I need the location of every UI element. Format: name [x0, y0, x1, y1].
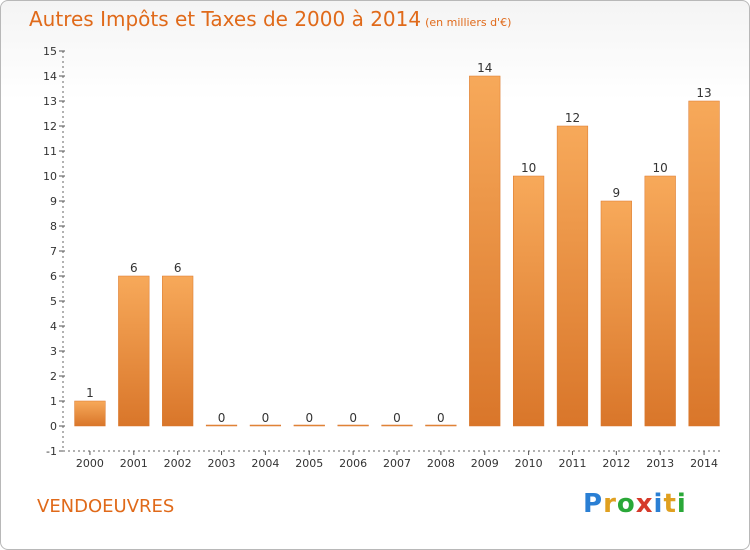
- bar: [512, 175, 545, 427]
- x-tick-label: 2001: [120, 457, 148, 470]
- y-tick-label: 9: [50, 195, 57, 208]
- logo-letter: t: [663, 489, 677, 519]
- bar: [118, 275, 150, 427]
- bar: [425, 424, 457, 427]
- x-tick-label: 2010: [515, 457, 543, 470]
- y-tick-label: 8: [50, 220, 57, 233]
- x-tick-label: 2003: [208, 457, 236, 470]
- y-tick-label: 10: [43, 170, 57, 183]
- data-label: 13: [696, 86, 711, 100]
- logo-letter: r: [603, 489, 617, 519]
- bar: [688, 100, 720, 427]
- bar: [249, 424, 282, 427]
- bar: [74, 400, 106, 427]
- x-tick-label: 2008: [427, 457, 455, 470]
- data-label: 14: [477, 61, 492, 75]
- chart-title-text: Autres Impôts et Taxes de 2000 à 2014: [29, 7, 422, 31]
- x-tick-label: 2006: [339, 457, 367, 470]
- data-label: 10: [653, 161, 668, 175]
- data-label: 6: [174, 261, 182, 275]
- y-tick-label: 12: [43, 120, 57, 133]
- y-tick-label: 11: [43, 145, 57, 158]
- y-tick-label: 15: [43, 45, 57, 58]
- y-tick-label: -1: [46, 445, 57, 458]
- x-tick-label: 2002: [164, 457, 192, 470]
- y-tick-label: 7: [50, 245, 57, 258]
- x-tick-label: 2007: [383, 457, 411, 470]
- bar: [644, 175, 676, 427]
- data-label: 0: [262, 411, 270, 425]
- bar: [293, 424, 325, 427]
- bar: [162, 275, 194, 427]
- y-tick-label: 3: [50, 345, 57, 358]
- bar: [600, 200, 632, 427]
- data-label: 1: [86, 386, 94, 400]
- data-label: 6: [130, 261, 138, 275]
- data-label: 12: [565, 111, 580, 125]
- data-label: 0: [437, 411, 445, 425]
- x-tick-label: 2013: [646, 457, 674, 470]
- x-tick-label: 2014: [690, 457, 718, 470]
- bar: [337, 424, 369, 427]
- x-tick-label: 2000: [76, 457, 104, 470]
- logo-letter: i: [653, 489, 664, 519]
- y-tick-label: 2: [50, 370, 57, 383]
- y-tick-label: 1: [50, 395, 57, 408]
- commune-name: VENDOEUVRES: [37, 496, 175, 517]
- y-tick-label: 6: [50, 270, 57, 283]
- y-tick-label: 13: [43, 95, 57, 108]
- logo-letter: x: [635, 489, 654, 519]
- bar: [205, 424, 238, 427]
- x-tick-label: 2005: [295, 457, 323, 470]
- logo-letter: i: [676, 489, 687, 519]
- logo-letter: o: [616, 489, 636, 519]
- x-tick-label: 2009: [471, 457, 499, 470]
- proxiti-logo[interactable]: Proxiti: [583, 489, 687, 519]
- y-tick-label: 5: [50, 295, 57, 308]
- data-label: 10: [521, 161, 536, 175]
- chart-subtitle: (en milliers d'€): [425, 16, 512, 29]
- data-label: 0: [349, 411, 357, 425]
- data-label: 0: [305, 411, 313, 425]
- data-label: 0: [393, 411, 401, 425]
- x-tick-label: 2004: [251, 457, 279, 470]
- bar: [469, 75, 501, 427]
- chart-title: Autres Impôts et Taxes de 2000 à 2014 (en…: [29, 7, 511, 31]
- x-tick-label: 2011: [558, 457, 586, 470]
- y-tick-label: 4: [50, 320, 57, 333]
- logo-letter: P: [583, 489, 604, 519]
- y-tick-label: 0: [50, 420, 57, 433]
- y-tick-label: 14: [43, 70, 57, 83]
- data-label: 0: [218, 411, 226, 425]
- bar: [556, 125, 589, 427]
- data-label: 9: [613, 186, 621, 200]
- x-tick-label: 2012: [602, 457, 630, 470]
- bar: [381, 424, 413, 427]
